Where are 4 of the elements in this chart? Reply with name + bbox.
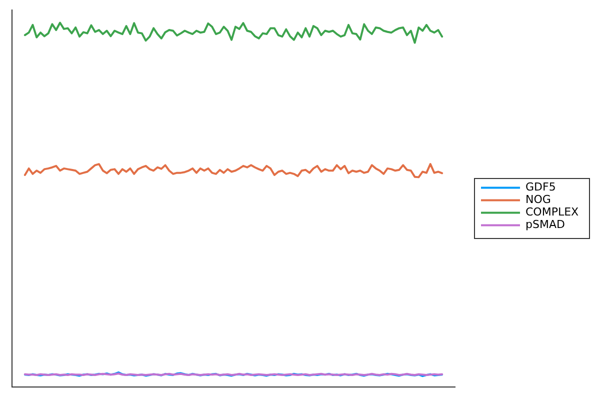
legend-label: COMPLEX	[526, 206, 580, 219]
legend-label: GDF5	[526, 180, 556, 194]
legend-label: pSMAD	[526, 218, 565, 232]
legend-label: NOG	[526, 193, 551, 206]
